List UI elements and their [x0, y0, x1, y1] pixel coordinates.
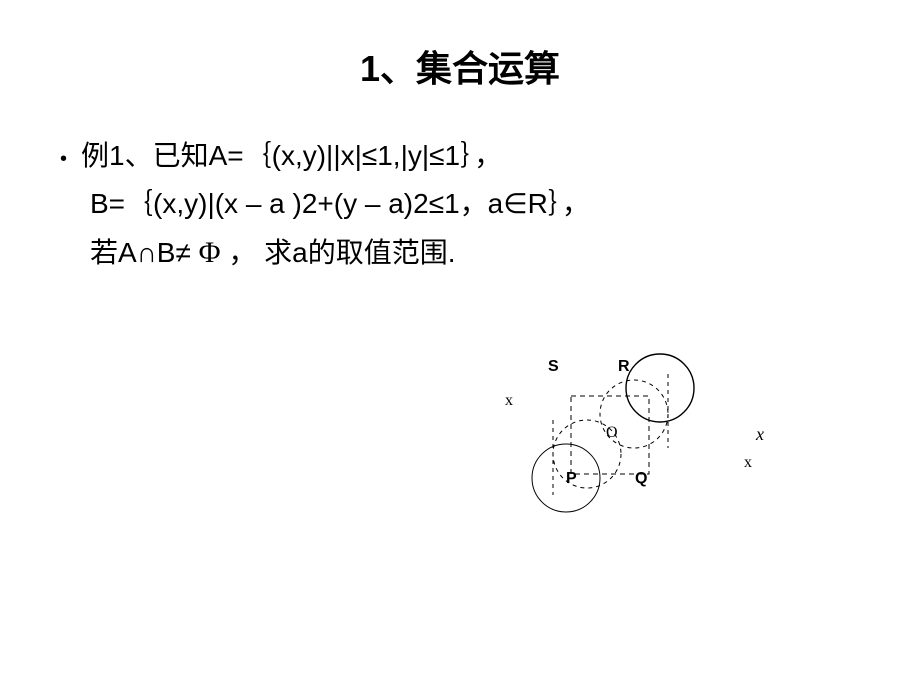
- problem-content: • 例1、已知A=｛(x,y)||x|≤1,|y|≤1｝， B=｛(x,y)|(…: [0, 132, 920, 278]
- line-1-text: 例1、已知A=｛(x,y)||x|≤1,|y|≤1｝，: [81, 132, 502, 180]
- line-3: 若A∩B≠ Φ ， 求a的取值范围.: [60, 227, 860, 278]
- diagram-svg: [420, 330, 780, 550]
- phi-symbol: Φ: [199, 236, 221, 269]
- label-x-right-italic: x: [756, 424, 764, 445]
- bullet-icon: •: [60, 140, 67, 178]
- label-R: R: [618, 358, 630, 376]
- line-2: B=｛(x,y)|(x – a )2+(y – a)2≤1，a∈R｝，: [60, 180, 860, 228]
- label-x-right-small: x: [744, 454, 752, 472]
- label-x-left: x: [505, 392, 513, 410]
- page-title: 1、集合运算: [0, 0, 920, 132]
- label-P: P: [566, 470, 577, 488]
- label-Q: Q: [635, 470, 647, 488]
- label-O: O: [606, 424, 618, 442]
- line-3-prefix: 若A∩B≠: [90, 237, 199, 268]
- geometry-diagram: S R P Q O x x x: [420, 330, 820, 610]
- line-1: • 例1、已知A=｛(x,y)||x|≤1,|y|≤1｝，: [60, 132, 860, 180]
- label-S: S: [548, 358, 559, 376]
- line-3-suffix: ， 求a的取值范围.: [228, 237, 455, 268]
